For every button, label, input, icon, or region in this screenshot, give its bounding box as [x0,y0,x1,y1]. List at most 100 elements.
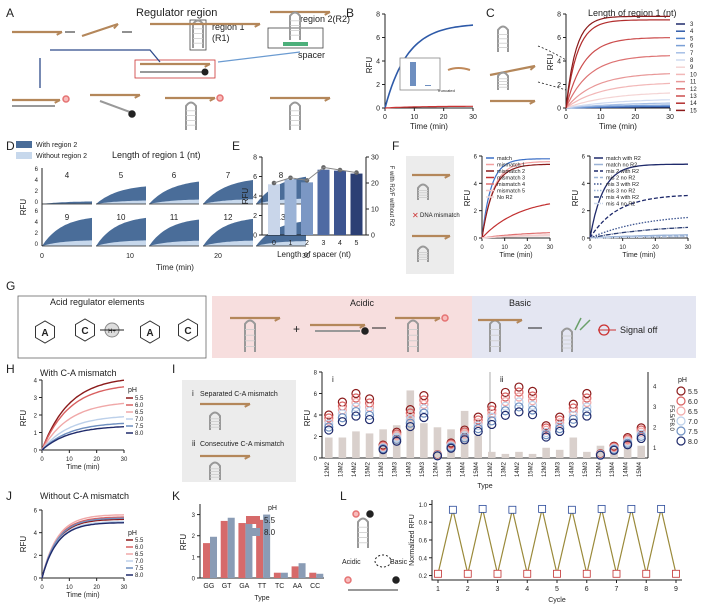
a-strand-1-head [56,31,63,36]
i-point-0-2 [324,416,334,426]
k-bar-8.0-AA [298,563,306,578]
i-point-20-5 [595,450,606,460]
f1-curve-0 [481,158,550,239]
k-bar-5.5-AA [291,566,299,578]
b-inset-bar1 [410,62,416,86]
b-ytick-label: 8 [376,12,380,19]
i-ratio-bar-19 [583,451,591,458]
h-legend-label: 8.0 [135,431,144,437]
i-point-15-4 [527,405,538,415]
panel-letter-C: C [486,6,495,20]
c-legend-label: 9 [690,65,694,71]
e-bar-0 [268,184,280,235]
i-legend-swatch [676,406,686,416]
l-q2 [392,576,400,584]
d-top-4-label: 8 [279,171,284,180]
d-xtick-label: 30 [302,253,310,260]
d-legend-with [16,141,32,148]
j-ytick-label: 6 [34,509,38,515]
l-basic-label: Basic [390,559,408,566]
k-ph-title: pH [268,505,277,512]
b-xlabel: Time (min) [410,122,448,131]
f2-ytick-label: 4 [582,182,586,188]
j-xlabel: Time (min) [66,592,99,599]
e-bar-2 [301,182,313,235]
d-ytick-label: 6 [35,167,39,173]
i-ratio-bar-15 [528,453,537,458]
d-bot-3-area2 [203,240,253,246]
i-point-5-5 [392,436,402,446]
l-point-4 [493,569,502,578]
l-axes [431,500,682,581]
d-ylabel: RFU [19,199,28,216]
k-ylabel: RFU [179,534,188,551]
b-xtick-label: 30 [469,114,477,121]
panel-letter-G: G [6,279,15,293]
i-point-12-3 [487,412,497,422]
i-point-21-5 [609,445,619,455]
g-plus: + [293,322,300,336]
h-xtick-label: 0 [40,457,44,463]
i-point-13-4 [500,406,510,416]
l-point-10 [582,569,591,578]
d-ytick-label: 0 [35,200,39,206]
k-xtick-label: CC [310,583,320,590]
i-point-7-5 [419,412,429,423]
g-ring-2 [140,320,160,344]
c-dna1-head [529,65,536,71]
b-curve-base [384,105,473,109]
e-bar-5 [350,173,363,235]
a-center-strand-head [204,63,211,68]
k-ytick-label: 3 [192,513,196,519]
i-ratio-bar-2 [352,431,360,458]
i-point-22-5 [623,440,633,450]
panel-letter-B: B [346,6,354,20]
d-bot-1-area2 [96,240,146,246]
g-nuc-label-0: A [41,328,48,339]
d-bot-3-label: 12 [224,213,233,222]
e-xlabel: Length of spacer (nt) [277,250,351,259]
c-xtick-label: 30 [666,114,674,121]
k-ytick-label: 1 [192,555,196,561]
d-legend-without-label: Without region 2 [36,153,87,160]
i-point-7-0 [419,391,429,401]
i-point-6-0 [405,405,415,415]
l-ytick-label: 0.4 [419,556,428,562]
i-point-15-1 [527,391,538,401]
l-hp [357,517,369,548]
k-bar-8.0-CC [316,573,324,578]
i-ytick-label: 4 [314,414,318,420]
region-2-label: region 2(R2) [300,14,350,24]
l-point-13 [627,504,636,513]
i-point-13-1 [500,392,510,402]
a-strand-2 [81,22,119,38]
l-point-11 [597,504,606,513]
f1-ytick-label: 6 [474,155,478,161]
d-top-0-area [42,201,92,204]
l-point-6 [523,569,532,578]
i-sub-i-label: Separated C-A mismatch [200,391,278,398]
i-point-9-5 [446,443,456,453]
a-hairpin-3 [185,101,197,130]
k-bar-5.5-TT [256,519,264,578]
i-xtick-label: 12M2 [325,461,331,477]
l-xtick-label: 8 [644,586,648,593]
h-ph-title: pH [128,387,137,394]
l-point-7 [538,504,547,513]
e-xtick-label: 0 [272,240,276,247]
f2-legend-label: mis 2 with R2 [606,169,639,175]
i-xtick-label: 13M2 [501,461,507,477]
d-top-0-label: 4 [65,171,70,180]
i-y2tick-label: 2 [653,426,657,432]
d-bot-2-label: 11 [170,213,179,222]
k-bar-5.5-GA [238,523,246,578]
i-point-13-3 [500,401,510,411]
i-sub-ii-mark: ii [192,439,196,448]
i-xtick-label: 12M3 [542,461,548,477]
a-fluor-3 [216,94,224,102]
i-xtick-label: 13M3 [556,461,562,477]
i-xtick-label: 15M3 [420,461,426,477]
i-xtick-label: 12M2 [488,461,494,477]
panel-letter-A: A [6,6,14,20]
c-curve-13 [565,37,670,109]
